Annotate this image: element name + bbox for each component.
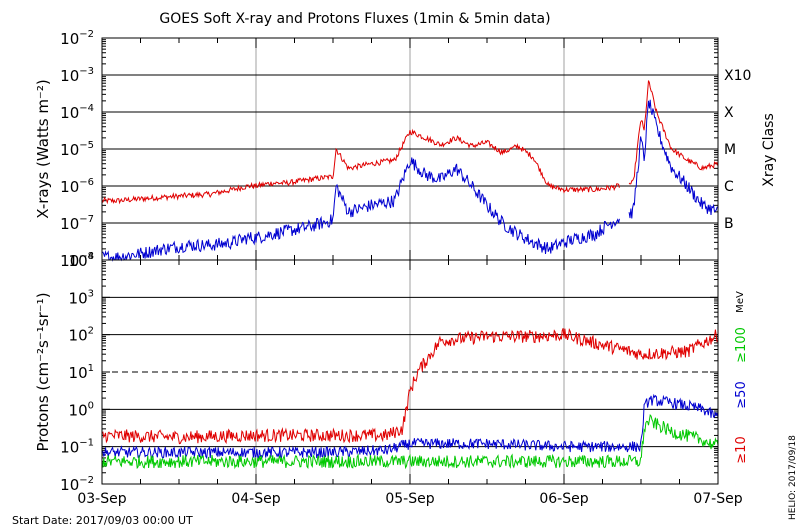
- y-tick-label: 10−6: [60, 177, 94, 196]
- y-tick-label: 102: [69, 326, 94, 345]
- xray-class-c: C: [724, 179, 734, 195]
- y-tick-label: 10−4: [60, 103, 94, 122]
- y-tick-label: 10−3: [60, 66, 94, 85]
- series-0-line: [101, 327, 719, 445]
- y-axis-title: Protons (cm⁻²s⁻¹sr⁻¹): [34, 292, 52, 451]
- x-tick-label: 05-Sep: [385, 491, 434, 507]
- series-2-line: [101, 413, 719, 470]
- y-tick-label: 103: [69, 288, 94, 307]
- xray-class-x10: X10: [724, 68, 751, 84]
- x-tick-label: 03-Sep: [77, 491, 126, 507]
- y-tick-label: 10−7: [60, 214, 94, 233]
- proton-panel: 10−2 10−1 100 101 102 103 104 Protons (cm⁻²s⁻¹s…: [34, 251, 749, 507]
- xray-class-title: Xray Class: [761, 113, 777, 187]
- series-0-line: [101, 80, 719, 205]
- xray-class-m: M: [724, 142, 736, 158]
- y-tick-label: 10−8: [60, 251, 94, 270]
- plot-frame: [101, 259, 719, 485]
- y-tick-label: 10−2: [60, 29, 94, 48]
- x-tick-label: 04-Sep: [231, 491, 280, 507]
- xray-class-b: B: [724, 216, 734, 232]
- chart-title: GOES Soft X-ray and Protons Fluxes (1min…: [159, 11, 550, 27]
- legend-ge100: ≥100: [734, 327, 749, 363]
- y-tick-label: 10−2: [60, 475, 94, 494]
- mev-label: MeV: [735, 291, 746, 313]
- y-tick-label: 10−1: [60, 438, 94, 457]
- y-tick-label: 10−5: [60, 140, 94, 159]
- y-tick-label: 101: [69, 363, 94, 382]
- x-tick-label: 07-Sep: [693, 491, 742, 507]
- series-1-line: [101, 99, 719, 262]
- xray-panel: 10−8 10−7 10−6 10−5 10−4 10−3 10−2 X-rays (Watt…: [34, 29, 777, 270]
- y-tick-label: 104: [69, 251, 94, 270]
- legend-ge10: ≥10: [734, 436, 749, 463]
- legend-ge50: ≥50: [734, 381, 749, 408]
- xray-class-x: X: [724, 105, 734, 121]
- y-tick-label: 100: [69, 400, 94, 419]
- x-tick-label: 06-Sep: [539, 491, 588, 507]
- y-axis-title: X-rays (Watts m⁻²): [34, 79, 52, 218]
- helio-stamp: HELIO: 2017/09/18: [788, 435, 798, 520]
- series-1-line: [101, 393, 719, 460]
- start-date-label: Start Date: 2017/09/03 00:00 UT: [12, 514, 193, 527]
